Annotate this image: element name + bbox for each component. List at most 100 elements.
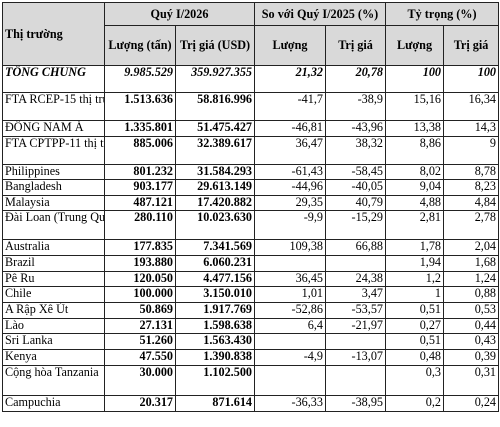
chg-value-cell: -15,29 bbox=[324, 210, 387, 240]
table-container: Thị trường Quý I/2026 So với Quý I/2025 … bbox=[2, 2, 500, 412]
table-row: Malaysia 487.121 17.420.882 29,35 40,79 4,88 4… bbox=[2, 195, 500, 211]
share-qty-cell: 0,27 bbox=[385, 318, 445, 334]
chg-value-cell: -58,45 bbox=[324, 164, 387, 180]
chg-value-cell: 38,32 bbox=[324, 136, 387, 165]
share-qty-cell: 1,2 bbox=[385, 271, 445, 287]
chg-qty-cell: -9,9 bbox=[254, 210, 326, 240]
chg-qty-cell: 1,01 bbox=[254, 286, 326, 303]
qty-cell: 801.232 bbox=[104, 164, 176, 180]
market-cell: A Rập Xê Út bbox=[2, 302, 105, 319]
chg-qty-cell: -4,9 bbox=[254, 349, 326, 366]
market-cell: FTA RCEP-15 thị trường bbox=[2, 92, 105, 121]
value-cell: 7.341.569 bbox=[175, 239, 255, 256]
share-value-cell: 4,84 bbox=[443, 195, 500, 211]
share-value-cell: 16,34 bbox=[443, 92, 500, 121]
qty-cell: 280.110 bbox=[104, 210, 176, 240]
qty-cell: 20.317 bbox=[104, 395, 176, 412]
share-value-cell: 0,24 bbox=[443, 395, 500, 412]
qty-cell: 885.006 bbox=[104, 136, 176, 165]
header-chg-value: Trị giá bbox=[324, 25, 387, 66]
chg-value-cell bbox=[324, 365, 387, 396]
share-value-cell: 8,78 bbox=[443, 164, 500, 180]
value-cell: 3.150.010 bbox=[175, 286, 255, 303]
qty-cell: 9.985.529 bbox=[104, 65, 176, 93]
chg-value-cell: -38,95 bbox=[324, 395, 387, 412]
chg-value-cell: 3,47 bbox=[324, 286, 387, 303]
share-value-cell: 0,44 bbox=[443, 318, 500, 334]
table-row: Đài Loan (Trung Quốc)280.11010.023.630-9… bbox=[2, 210, 500, 240]
header-q1-2026: Quý I/2026 bbox=[104, 2, 255, 26]
header-value-usd: Trị giá (USD) bbox=[175, 25, 255, 66]
table-row: Philippines 801.232 31.584.293 -61,43 -58,45… bbox=[2, 164, 500, 180]
market-cell: Cộng hòa Tanzania bbox=[2, 365, 105, 396]
chg-value-cell: -43,96 bbox=[324, 120, 387, 137]
qty-cell: 177.835 bbox=[104, 239, 176, 256]
table-row: Bangladesh 903.177 29.613.149 -44,96 -40,05 9… bbox=[2, 179, 500, 196]
market-cell: Lào bbox=[2, 318, 105, 334]
market-cell: Australia bbox=[2, 239, 105, 256]
table-row: TỔNG CHUNG 9.985.529 359.927.355 21,32 20,78… bbox=[2, 65, 500, 93]
table-row: Sri Lanka 51.260 1.563.430 0,51 0,43 bbox=[2, 333, 500, 350]
table-row: Pê Ru 120.050 4.477.156 36,45 24,38 1,2 1,24 bbox=[2, 271, 500, 287]
chg-value-cell: 24,38 bbox=[324, 271, 387, 287]
chg-qty-cell: 6,4 bbox=[254, 318, 326, 334]
qty-cell: 1.335.801 bbox=[104, 120, 176, 137]
value-cell: 359.927.355 bbox=[175, 65, 255, 93]
chg-qty-cell: 109,38 bbox=[254, 239, 326, 256]
value-cell: 1.917.769 bbox=[175, 302, 255, 319]
market-cell: Brazil bbox=[2, 255, 105, 272]
share-value-cell: 9 bbox=[443, 136, 500, 165]
chg-value-cell: 20,78 bbox=[324, 65, 387, 93]
share-qty-cell: 0,48 bbox=[385, 349, 445, 366]
share-value-cell: 0,53 bbox=[443, 302, 500, 319]
share-qty-cell: 0,51 bbox=[385, 333, 445, 350]
chg-qty-cell: -41,7 bbox=[254, 92, 326, 121]
chg-qty-cell: -46,81 bbox=[254, 120, 326, 137]
chg-qty-cell: 36,45 bbox=[254, 271, 326, 287]
header-chg-qty: Lượng bbox=[254, 25, 326, 66]
chg-qty-cell: 36,47 bbox=[254, 136, 326, 165]
market-cell: Kenya bbox=[2, 349, 105, 366]
chg-qty-cell bbox=[254, 255, 326, 272]
table-row: Australia 177.835 7.341.569 109,38 66,88 1,78… bbox=[2, 239, 500, 256]
share-qty-cell: 1,94 bbox=[385, 255, 445, 272]
value-cell: 1.598.638 bbox=[175, 318, 255, 334]
market-cell: Pê Ru bbox=[2, 271, 105, 287]
chg-qty-cell: 21,32 bbox=[254, 65, 326, 93]
share-value-cell: 2,78 bbox=[443, 210, 500, 240]
header-vs-q1-2025: So với Quý I/2025 (%) bbox=[253, 2, 387, 26]
value-cell: 4.477.156 bbox=[175, 271, 255, 287]
share-value-cell: 1,24 bbox=[443, 271, 500, 287]
share-qty-cell: 0,51 bbox=[385, 302, 445, 319]
value-cell: 17.420.882 bbox=[175, 195, 255, 211]
market-cell: FTA CPTPP-11 thị trường bbox=[2, 136, 105, 165]
qty-cell: 1.513.636 bbox=[104, 92, 176, 121]
market-cell: Bangladesh bbox=[2, 179, 105, 196]
value-cell: 871.614 bbox=[175, 395, 255, 412]
share-qty-cell: 1,78 bbox=[385, 239, 445, 256]
chg-value-cell: -38,9 bbox=[324, 92, 387, 121]
rice-export-table: Thị trường Quý I/2026 So với Quý I/2025 … bbox=[2, 2, 500, 412]
qty-cell: 487.121 bbox=[104, 195, 176, 211]
table-body: TỔNG CHUNG 9.985.529 359.927.355 21,32 20,78… bbox=[2, 65, 500, 412]
chg-qty-cell: -52,86 bbox=[254, 302, 326, 319]
qty-cell: 47.550 bbox=[104, 349, 176, 366]
value-cell: 6.060.231 bbox=[175, 255, 255, 272]
chg-qty-cell: -61,43 bbox=[254, 164, 326, 180]
table-row: FTA RCEP-15 thị trường1.513.63658.816.99… bbox=[2, 92, 500, 121]
table-row: Brazil 193.880 6.060.231 1,94 1,68 bbox=[2, 255, 500, 272]
share-qty-cell: 8,86 bbox=[385, 136, 445, 165]
table-row: Lào 27.131 1.598.638 6,4 -21,97 0,27 0,44 bbox=[2, 318, 500, 334]
share-qty-cell: 13,38 bbox=[385, 120, 445, 137]
qty-cell: 50.869 bbox=[104, 302, 176, 319]
chg-qty-cell: 29,35 bbox=[254, 195, 326, 211]
qty-cell: 100.000 bbox=[104, 286, 176, 303]
table-row: Cộng hòa Tanzania 30.000 1.102.500 0,3 0,31 bbox=[2, 365, 500, 396]
market-cell: ĐÔNG NAM Á bbox=[2, 120, 105, 137]
chg-value-cell: 66,88 bbox=[324, 239, 387, 256]
chg-value-cell: -21,97 bbox=[324, 318, 387, 334]
table-row: Campuchia 20.317 871.614 -36,33 -38,95 0,2 0,2… bbox=[2, 395, 500, 412]
market-cell: Malaysia bbox=[2, 195, 105, 211]
qty-cell: 51.260 bbox=[104, 333, 176, 350]
chg-value-cell: 40,79 bbox=[324, 195, 387, 211]
